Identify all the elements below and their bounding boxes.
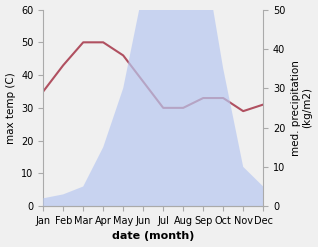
X-axis label: date (month): date (month) bbox=[112, 231, 194, 242]
Y-axis label: med. precipitation
(kg/m2): med. precipitation (kg/m2) bbox=[291, 60, 313, 156]
Y-axis label: max temp (C): max temp (C) bbox=[5, 72, 16, 144]
